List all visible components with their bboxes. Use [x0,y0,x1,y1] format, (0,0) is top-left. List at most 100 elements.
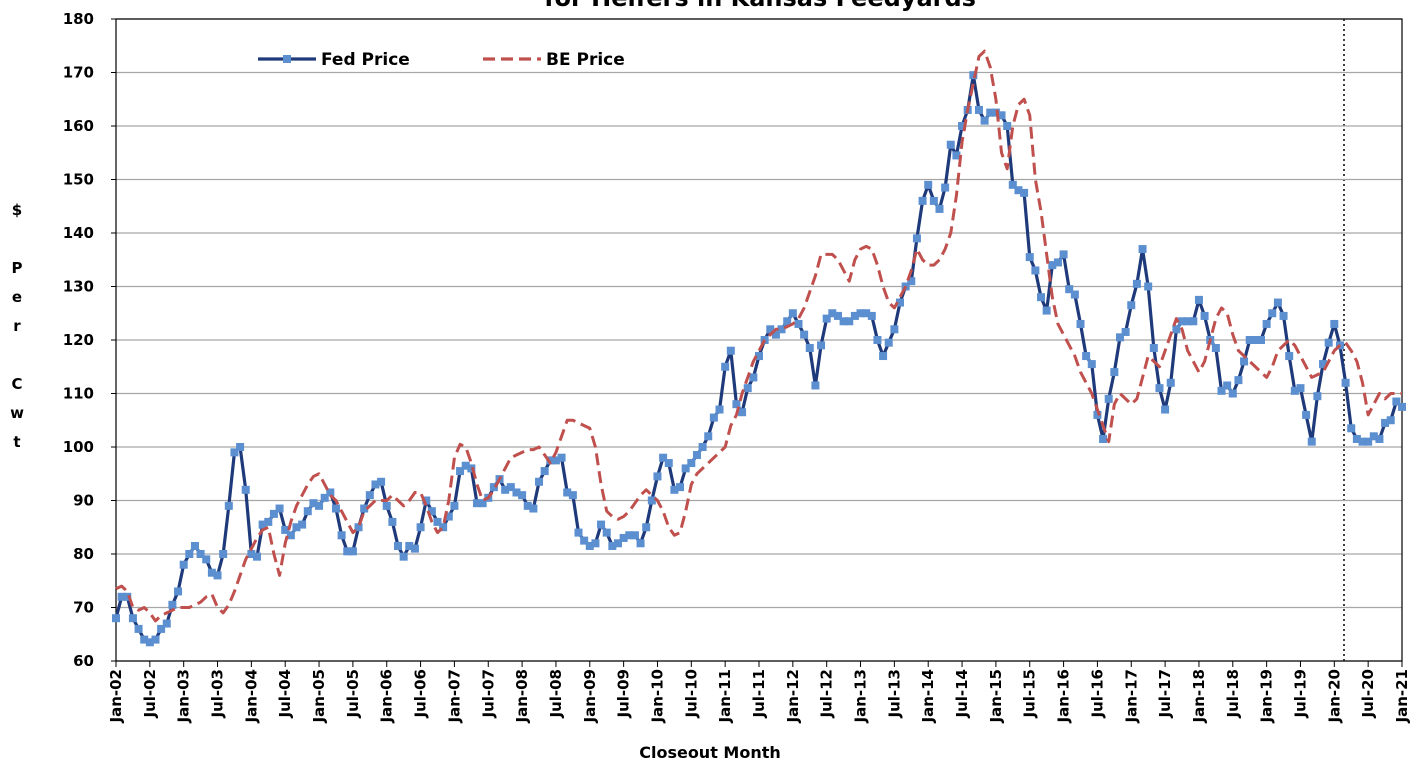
y-tick-label: 170 [63,64,94,82]
marker [1008,180,1017,189]
marker [890,325,899,334]
marker [174,587,183,596]
marker [676,483,685,492]
marker [1268,309,1277,318]
marker [952,151,961,160]
marker [1087,360,1096,369]
marker [867,311,876,320]
marker [1352,434,1361,443]
marker [551,456,560,465]
marker [1223,381,1232,390]
y-tick-label: 70 [73,599,94,617]
marker [360,504,369,513]
marker [309,499,318,508]
marker [1341,378,1350,387]
marker [1228,389,1237,398]
marker [354,523,363,532]
marker [794,319,803,328]
marker [692,451,701,460]
marker [1398,402,1406,411]
marker [1110,368,1119,377]
marker [343,547,352,556]
marker [348,547,357,556]
marker [213,571,222,580]
marker [546,456,555,465]
x-tick-label: Jan-15 [987,669,1005,723]
marker [1172,325,1181,334]
marker [1307,437,1316,446]
marker [986,108,995,117]
marker [743,384,752,393]
marker [281,525,290,534]
marker [980,116,989,125]
marker [822,314,831,323]
marker [331,504,340,513]
marker [557,453,566,462]
x-tick-label: Jul-05 [344,669,362,719]
marker [230,448,239,457]
marker [783,317,792,326]
marker [698,443,707,451]
marker [636,539,645,548]
marker [1319,360,1328,369]
marker [969,71,978,80]
marker [585,541,594,550]
marker [591,539,600,548]
marker [1189,317,1198,326]
marker [112,614,120,623]
marker [196,550,205,558]
x-tick-label: Jan-06 [378,669,396,723]
marker [337,531,346,540]
marker [613,539,622,548]
y-tick-label: 120 [63,331,94,349]
x-tick-label: Jul-14 [953,669,971,719]
marker [755,352,763,361]
marker [749,373,758,382]
marker [433,517,442,526]
marker [117,592,126,601]
marker [540,467,549,476]
marker [1330,319,1339,328]
x-tick-label: Jul-08 [547,669,565,719]
marker [1127,301,1136,310]
marker [1115,333,1124,342]
marker [1037,293,1046,302]
marker [1302,410,1311,419]
marker [1138,245,1147,254]
legend-marker [283,55,291,63]
marker [236,443,245,451]
marker [563,488,572,497]
marker [1121,327,1130,336]
marker [422,496,431,505]
marker [873,336,882,344]
marker [1392,397,1401,406]
marker [512,488,521,497]
marker [1104,394,1113,403]
marker [896,298,905,307]
marker [777,325,786,334]
y-tick-label: 90 [73,492,94,510]
marker [1183,317,1192,326]
marker [489,483,498,492]
marker [478,499,487,508]
marker [642,523,651,532]
marker [134,624,143,633]
legend-label: Fed Price [321,50,410,70]
marker [292,523,301,532]
marker [1381,418,1390,427]
marker [1290,386,1299,395]
marker [1375,434,1384,443]
marker [1200,311,1209,320]
marker [529,504,538,513]
marker [1082,352,1091,361]
legend-label: BE Price [546,50,625,70]
marker [788,309,797,318]
marker [207,568,216,577]
marker [619,533,628,542]
y-tick-label: 60 [73,652,94,670]
marker [817,341,826,350]
marker [1099,434,1108,443]
marker [162,619,171,628]
marker [653,472,662,481]
marker [721,362,730,371]
